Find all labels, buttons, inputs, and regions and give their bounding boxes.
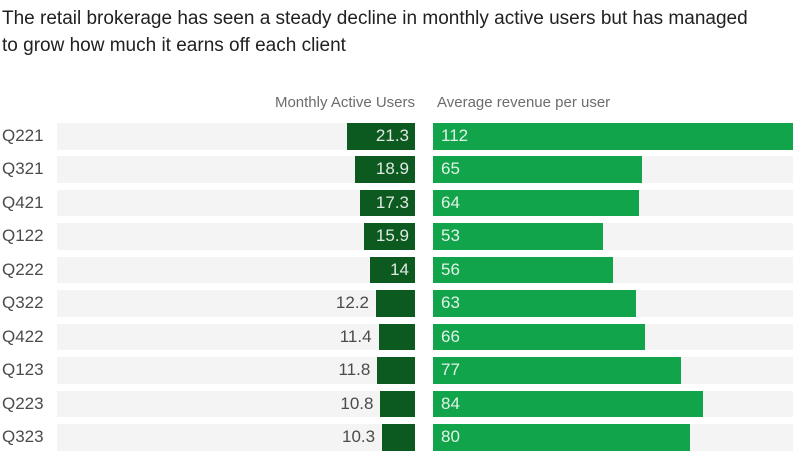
arpu-bar: 65 bbox=[433, 156, 642, 183]
row-label: Q323 bbox=[2, 427, 44, 447]
arpu-bar: 80 bbox=[433, 424, 691, 451]
arpu-bar: 112 bbox=[433, 123, 793, 150]
chart-row: Q223 10.8 84 bbox=[0, 390, 800, 418]
row-label: Q422 bbox=[2, 326, 44, 346]
arpu-bar: 53 bbox=[433, 223, 604, 250]
mau-bar bbox=[378, 323, 415, 351]
chart-title-line2: to grow how much it earns off each clien… bbox=[2, 35, 346, 56]
chart-rows: Q221 21.3 112 Q321 18.9 65 Q421 17.3 64 Q122 15.9 5… bbox=[0, 123, 800, 451]
arpu-track: 77 bbox=[433, 357, 793, 384]
arpu-value-label: 80 bbox=[441, 427, 460, 447]
arpu-value-label: 77 bbox=[441, 360, 460, 380]
mau-value-label: 11.8 bbox=[338, 360, 371, 380]
arpu-track: 66 bbox=[433, 323, 793, 351]
mau-bar bbox=[380, 390, 415, 418]
mau-value-label: 10.8 bbox=[340, 393, 374, 413]
arpu-track: 65 bbox=[433, 156, 793, 183]
mau-track: 18.9 bbox=[57, 156, 415, 183]
chart-title-line1: The retail brokerage has seen a steady d… bbox=[2, 8, 748, 29]
mau-track: 17.3 bbox=[57, 189, 415, 217]
arpu-bar: 84 bbox=[433, 390, 703, 418]
arpu-track: 56 bbox=[433, 256, 793, 284]
row-label: Q223 bbox=[2, 393, 44, 413]
arpu-value-label: 66 bbox=[441, 326, 460, 346]
mau-track: 10.8 bbox=[57, 390, 415, 418]
chart-row: Q122 15.9 53 bbox=[0, 223, 800, 250]
arpu-value-label: 64 bbox=[441, 192, 460, 212]
arpu-track: 63 bbox=[433, 290, 793, 317]
mau-track: 10.3 bbox=[57, 424, 415, 451]
mau-value-label: 10.3 bbox=[341, 427, 376, 447]
arpu-track: 112 bbox=[433, 123, 793, 150]
arpu-bar: 56 bbox=[433, 256, 613, 284]
arpu-track: 80 bbox=[433, 424, 793, 451]
mau-track: 15.9 bbox=[57, 223, 415, 250]
mau-value-label: 18.9 bbox=[375, 159, 409, 179]
mau-bar bbox=[382, 424, 415, 451]
mau-track: 12.2 bbox=[57, 290, 415, 317]
arpu-value-label: 53 bbox=[441, 226, 460, 246]
row-label: Q322 bbox=[2, 293, 44, 313]
arpu-value-label: 112 bbox=[441, 126, 469, 145]
chart-row: Q422 11.4 66 bbox=[0, 323, 800, 351]
mau-value-label: 14 bbox=[390, 259, 409, 279]
arpu-value-label: 63 bbox=[441, 293, 460, 313]
mau-bar bbox=[377, 357, 415, 384]
chart-row: Q123 11.8 77 bbox=[0, 357, 800, 384]
row-label: Q221 bbox=[2, 126, 44, 145]
arpu-track: 53 bbox=[433, 223, 793, 250]
mau-value-label: 11.4 bbox=[339, 326, 372, 346]
chart-row: Q322 12.2 63 bbox=[0, 290, 800, 317]
mau-bar: 15.9 bbox=[364, 223, 415, 250]
mau-value-label: 12.2 bbox=[335, 293, 370, 313]
arpu-bar: 77 bbox=[433, 357, 681, 384]
mau-value-label: 17.3 bbox=[375, 192, 409, 212]
row-label: Q222 bbox=[2, 259, 44, 279]
mau-bar: 17.3 bbox=[359, 189, 415, 217]
chart-row: Q421 17.3 64 bbox=[0, 189, 800, 217]
arpu-value-label: 84 bbox=[441, 393, 460, 413]
mau-track: 21.3 bbox=[57, 123, 415, 150]
row-label: Q122 bbox=[2, 226, 44, 246]
mau-value-label: 21.3 bbox=[375, 126, 409, 145]
mau-track: 11.4 bbox=[57, 323, 415, 351]
mau-bar: 18.9 bbox=[354, 156, 415, 183]
chart-row: Q323 10.3 80 bbox=[0, 424, 800, 451]
arpu-track: 84 bbox=[433, 390, 793, 418]
row-label: Q421 bbox=[2, 192, 44, 212]
mau-value-label: 15.9 bbox=[375, 226, 409, 246]
mau-track: 11.8 bbox=[57, 357, 415, 384]
column-header-mau: Monthly Active Users bbox=[274, 94, 415, 111]
chart-row: Q221 21.3 112 bbox=[0, 123, 800, 150]
mau-track: 14 bbox=[57, 256, 415, 284]
arpu-value-label: 56 bbox=[441, 259, 460, 279]
chart-row: Q321 18.9 65 bbox=[0, 156, 800, 183]
mau-bar: 14 bbox=[370, 256, 415, 284]
mau-bar bbox=[376, 290, 415, 317]
arpu-bar: 66 bbox=[433, 323, 646, 351]
column-header-arpu: Average revenue per user bbox=[437, 94, 611, 111]
mau-bar: 21.3 bbox=[346, 123, 415, 150]
arpu-track: 64 bbox=[433, 189, 793, 217]
arpu-value-label: 65 bbox=[441, 159, 460, 179]
row-label: Q321 bbox=[2, 159, 44, 179]
chart-title: The retail brokerage has seen a steady d… bbox=[2, 5, 748, 59]
arpu-bar: 63 bbox=[433, 290, 636, 317]
arpu-bar: 64 bbox=[433, 189, 639, 217]
row-label: Q123 bbox=[2, 360, 44, 380]
chart-row: Q222 14 56 bbox=[0, 256, 800, 284]
